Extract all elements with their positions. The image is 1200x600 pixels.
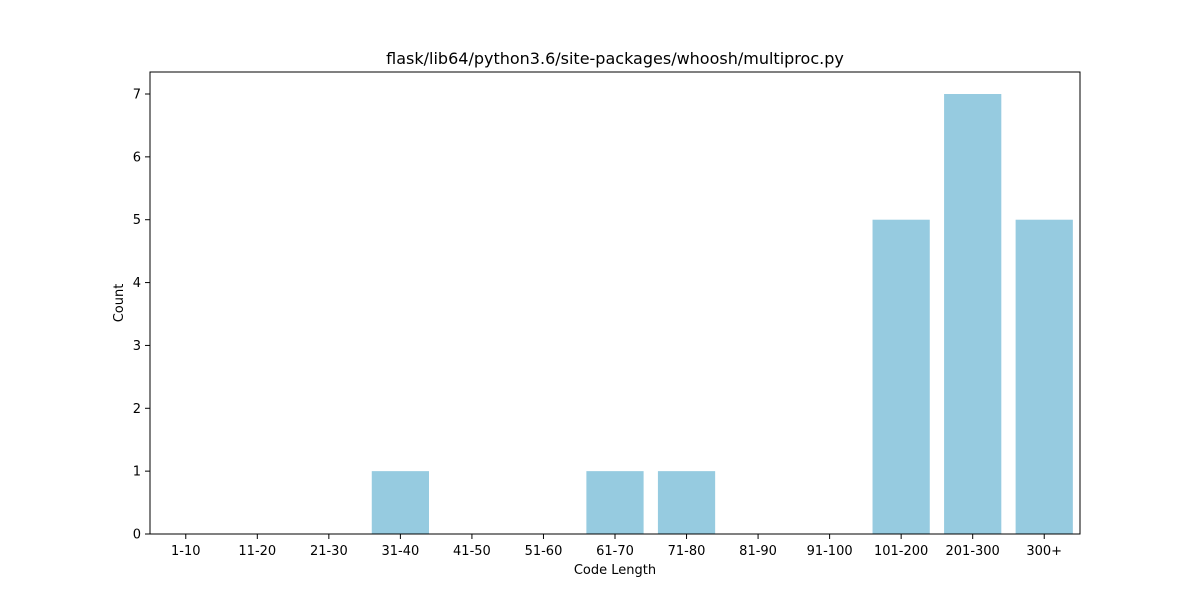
x-tick-label: 71-80 — [668, 544, 706, 559]
y-tick-label: 7 — [133, 88, 141, 103]
x-tick-label: 31-40 — [381, 544, 419, 559]
x-tick-label: 91-100 — [807, 544, 853, 559]
y-tick-label: 1 — [133, 465, 141, 480]
x-tick-label: 61-70 — [596, 544, 634, 559]
x-tick-label: 21-30 — [310, 544, 348, 559]
y-tick-label: 2 — [133, 402, 141, 417]
y-axis: 0 1 2 3 4 5 6 7 — [133, 88, 150, 543]
y-tick-label: 6 — [133, 150, 141, 165]
y-tick-label: 0 — [133, 528, 141, 543]
bar-61-70 — [586, 471, 644, 534]
x-tick-label: 11-20 — [238, 544, 276, 559]
y-tick-label: 5 — [133, 213, 141, 228]
x-tick-label: 101-200 — [874, 544, 928, 559]
bar-300+ — [1015, 219, 1073, 534]
x-axis-label: Code Length — [574, 563, 656, 578]
y-tick-label: 4 — [133, 276, 141, 291]
x-tick-label: 300+ — [1026, 544, 1062, 559]
x-axis: 1-10 11-20 21-30 31-40 41-50 51-60 61-70 71-80 8… — [171, 534, 1062, 559]
bar-201-300 — [944, 94, 1002, 534]
plot-frame — [149, 71, 1081, 535]
y-tick-label: 3 — [133, 339, 141, 354]
x-tick-label: 201-300 — [946, 544, 1000, 559]
y-axis-label: Count — [112, 284, 127, 323]
x-tick-label: 51-60 — [525, 544, 563, 559]
bar-71-80 — [657, 471, 716, 534]
bar-31-40 — [371, 471, 429, 534]
chart-title: flask/lib64/python3.6/site-packages/whoo… — [386, 49, 844, 68]
x-tick-label: 1-10 — [171, 544, 201, 559]
bar-101-200 — [872, 219, 930, 534]
bars-group — [371, 94, 1073, 534]
x-tick-label: 81-90 — [739, 544, 777, 559]
x-tick-label: 41-50 — [453, 544, 491, 559]
